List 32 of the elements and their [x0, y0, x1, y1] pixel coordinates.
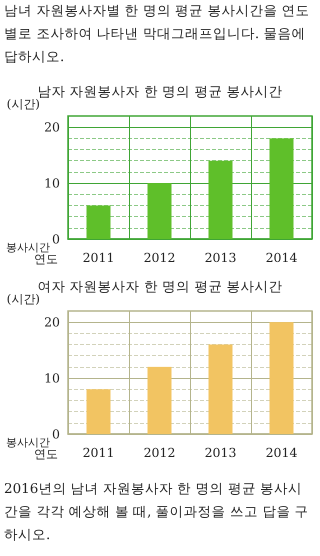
y-axis-title: (시간)	[6, 97, 40, 111]
x-axis-title: 연도	[34, 252, 58, 266]
x-tick-label: 2011	[82, 250, 114, 265]
bar	[86, 205, 110, 239]
y-axis-title: (시간)	[6, 292, 40, 306]
x-tick-label: 2013	[204, 250, 236, 265]
text: 남녀 자원봉사자별 한 명의 평균 봉사시간을 연도별로 조사하여 나타낸 막대그래프입니다. 물음에 답하시오.	[4, 2, 311, 67]
bar	[270, 322, 294, 434]
bar	[208, 344, 232, 434]
bar	[270, 138, 294, 239]
x-tick-label: 2012	[144, 250, 176, 265]
text: 봉사시간	[6, 436, 50, 449]
text: 2016년의 남녀 자원봉사자 한 명의 평균 봉사시간을 각각 예상해 볼 때, 풀이과정을 쓰고 답을 구하시오.	[4, 480, 310, 545]
y-tick-label: 20	[44, 314, 60, 330]
x-axis-title: 연도	[34, 447, 58, 461]
y-tick-label: 20	[44, 120, 60, 135]
chart-title: 여자 자원봉사자 한 명의 평균 봉사시간	[37, 279, 283, 295]
bar	[86, 389, 110, 434]
y-tick-label: 10	[44, 176, 60, 191]
bar	[148, 183, 172, 239]
x-tick-label: 2012	[144, 445, 176, 460]
bar	[208, 160, 232, 239]
y-tick-label: 0	[52, 426, 60, 442]
chart-title: 남자 자원봉사자 한 명의 평균 봉사시간	[37, 84, 283, 100]
bar	[148, 366, 172, 434]
text: 봉사시간	[6, 241, 50, 254]
y-tick-label: 0	[52, 232, 60, 246]
x-tick-label: 2011	[82, 445, 114, 460]
y-tick-label: 10	[44, 370, 60, 386]
x-tick-label: 2014	[266, 445, 298, 460]
x-tick-label: 2014	[266, 250, 298, 265]
x-tick-label: 2013	[204, 445, 236, 460]
